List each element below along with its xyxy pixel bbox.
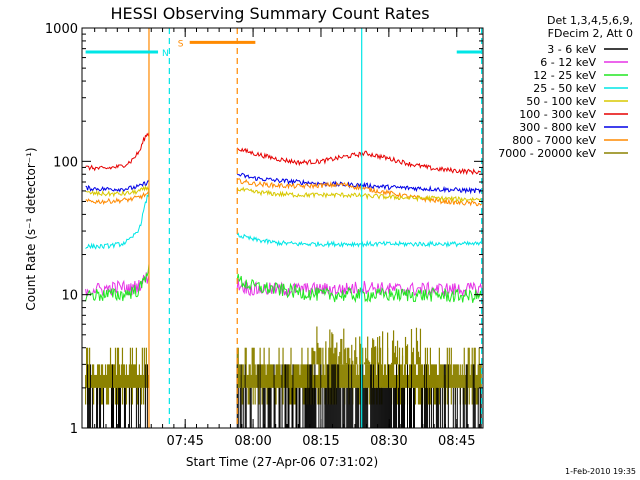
- legend-entry-label: 50 - 100 keV: [526, 95, 596, 108]
- series-line-300-800-keV: [236, 172, 482, 195]
- plot-frame: [81, 27, 484, 429]
- legend-entry-label: 800 - 7000 keV: [512, 134, 596, 147]
- legend-header-line: FDecim 2, Att 0: [548, 27, 633, 40]
- legend-entry-label: 300 - 800 keV: [519, 121, 596, 134]
- flag-label: N: [162, 49, 169, 59]
- flag-label: S: [178, 39, 184, 49]
- x-tick-label: 08:30: [370, 434, 407, 449]
- series-line-6-12-keV: [236, 279, 483, 298]
- series-line-12-25-keV: [85, 263, 150, 302]
- series-line-100-300-keV: [85, 132, 150, 172]
- series-line-12-25-keV: [236, 273, 483, 304]
- axes: 1 10 100 1000 07:45 08:00 08:15 08:30 08:45: [45, 22, 484, 449]
- x-tick-label: 08:00: [234, 434, 271, 449]
- y-tick-label: 1000: [45, 22, 78, 37]
- x-tick-label: 08:45: [438, 434, 475, 449]
- series-line-25-50-keV: [85, 190, 150, 250]
- series-line-100-300-keV: [236, 147, 482, 176]
- series-line-800-7000-keV: [237, 177, 482, 207]
- x-tick-label: 08:15: [302, 434, 339, 449]
- x-axis-label: Start Time (27-Apr-06 07:31:02): [186, 455, 378, 469]
- legend-entry-label: 12 - 25 keV: [533, 69, 596, 82]
- y-tick-label: 100: [53, 155, 78, 170]
- low-count-bands: [85, 326, 482, 428]
- series-line-6-12-keV: [85, 272, 150, 297]
- y-axis-label: Count Rate (s⁻¹ detector⁻¹): [24, 147, 38, 310]
- y-tick-label: 10: [61, 289, 78, 304]
- legend: Det 1,3,4,5,6,9,FDecim 2, Att 0 3 - 6 keV…: [498, 14, 633, 160]
- legend-entry-label: 7000 - 20000 keV: [498, 147, 596, 160]
- series-line-50-100-keV: [236, 186, 482, 203]
- series-lines: [85, 132, 483, 304]
- plot-timestamp: 1-Feb-2010 19:35: [565, 467, 636, 476]
- series-line-25-50-keV: [236, 232, 483, 249]
- x-tick-label: 07:45: [166, 434, 203, 449]
- y-tick-label: 1: [70, 422, 78, 437]
- legend-entry-label: 100 - 300 keV: [519, 108, 596, 121]
- time-markers: [148, 28, 483, 428]
- legend-entry-label: 3 - 6 keV: [547, 43, 596, 56]
- legend-entry-label: 6 - 12 keV: [540, 56, 596, 69]
- legend-entry-label: 25 - 50 keV: [533, 82, 596, 95]
- legend-header-line: Det 1,3,4,5,6,9,: [547, 14, 633, 27]
- flag-bars: SN: [85, 39, 482, 59]
- series-line-300-800-keV: [85, 179, 150, 193]
- series-line-50-100-keV: [85, 184, 150, 198]
- series-line-800-7000-keV: [85, 190, 150, 206]
- chart-title: HESSI Observing Summary Count Rates: [110, 4, 429, 23]
